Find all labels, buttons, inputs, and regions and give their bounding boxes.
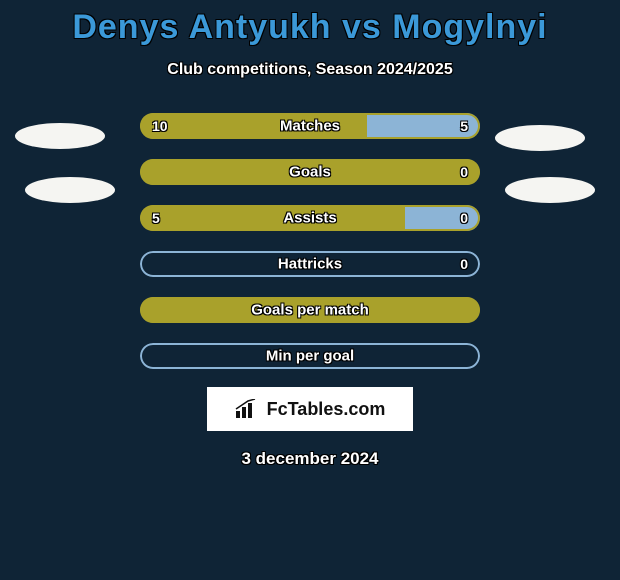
- stat-label: Hattricks: [278, 256, 342, 273]
- comparison-card: Denys Antyukh vs Mogylnyi Club competiti…: [0, 0, 620, 469]
- brand-text: FcTables.com: [267, 399, 386, 420]
- stat-value-right: 0: [460, 210, 468, 226]
- stat-label: Min per goal: [266, 348, 354, 365]
- stat-value-right: 5: [460, 118, 468, 134]
- stats-list: Matches105Goals0Assists50Hattricks0Goals…: [0, 113, 620, 369]
- stat-row: Goals per match: [140, 297, 480, 323]
- date-label: 3 december 2024: [0, 449, 620, 469]
- stat-row: Min per goal: [140, 343, 480, 369]
- stat-bar-left: [140, 205, 405, 231]
- brand-chart-icon: [235, 399, 261, 419]
- player-badge: [505, 177, 595, 203]
- stat-value-left: 5: [152, 210, 160, 226]
- player-badge: [25, 177, 115, 203]
- stat-label: Matches: [280, 118, 340, 135]
- stat-label: Goals per match: [251, 302, 369, 319]
- stat-bar-right: [405, 205, 480, 231]
- stat-row: Goals 0: [140, 159, 480, 185]
- stat-value-left: 10: [152, 118, 168, 134]
- stat-label: Goals: [289, 164, 331, 181]
- stat-value-right: 0: [460, 256, 468, 272]
- stat-row: Assists 5 0: [140, 205, 480, 231]
- stat-label: Assists: [283, 210, 336, 227]
- stat-row: Hattricks 0: [140, 251, 480, 277]
- brand-logo[interactable]: FcTables.com: [207, 387, 413, 431]
- subtitle: Club competitions, Season 2024/2025: [0, 61, 620, 79]
- player-badge: [15, 123, 105, 149]
- stat-row: Matches 10 5: [140, 113, 480, 139]
- page-title: Denys Antyukh vs Mogylnyi: [0, 8, 620, 47]
- player-badge: [495, 125, 585, 151]
- stat-value-right: 0: [460, 164, 468, 180]
